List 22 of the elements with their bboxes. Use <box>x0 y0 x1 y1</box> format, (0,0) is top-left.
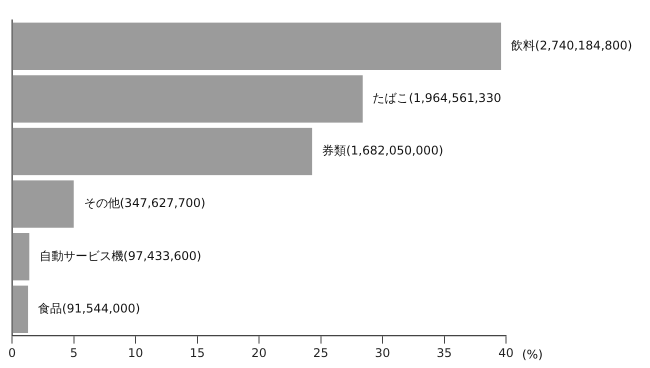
annotation: たばこ(1,964,561,330 <box>372 91 502 106</box>
bar <box>12 128 312 176</box>
x-tick-label: 15 <box>190 346 205 360</box>
x-tick-label: 40 <box>498 346 514 360</box>
x-tick-label: 25 <box>313 346 328 360</box>
annotation: 自動サービス機(97,433,600) <box>39 248 202 263</box>
x-tick-label: 0 <box>8 346 16 360</box>
bar <box>12 75 363 123</box>
bar <box>12 286 28 333</box>
annotation: 食品(91,544,000) <box>38 301 140 316</box>
x-axis-title: (%) <box>522 348 543 362</box>
bar <box>12 180 74 228</box>
x-tick-label: 20 <box>251 346 267 360</box>
text: 飲料(2,740,184,800) <box>511 38 632 52</box>
x-tick-label: 10 <box>128 346 144 360</box>
bar <box>12 22 502 70</box>
annotation: 券類(1,682,050,000) <box>322 144 444 158</box>
annotation: その他(347,627,700) <box>84 196 206 210</box>
bar <box>12 233 30 280</box>
x-tick-label: 30 <box>374 346 390 360</box>
x-tick-label: 35 <box>436 346 452 360</box>
x-tick-label: 5 <box>70 346 78 360</box>
